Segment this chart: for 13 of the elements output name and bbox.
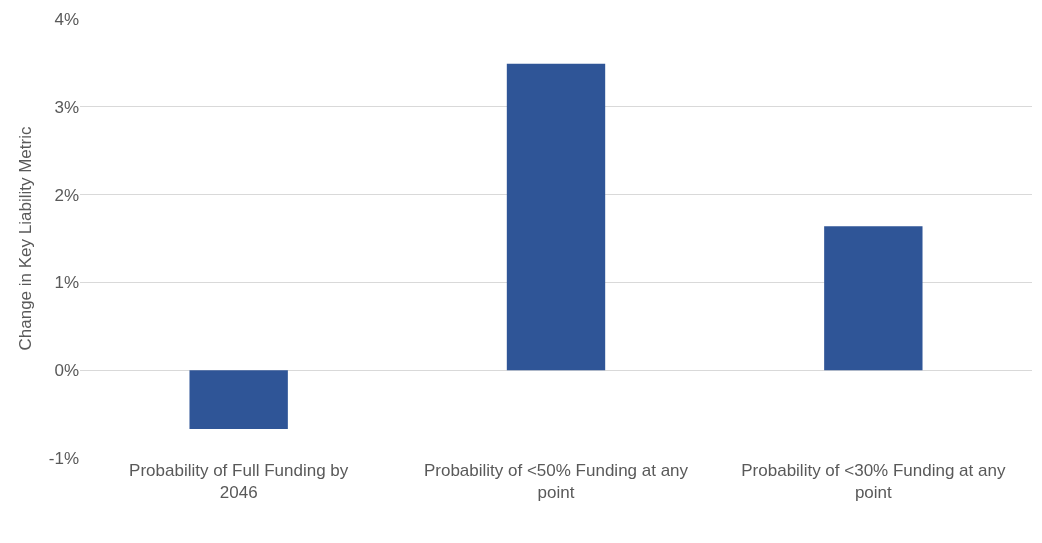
- x-tick-label: Probability of <30% Funding at any point: [741, 461, 1006, 503]
- y-tick-label: 2%: [54, 185, 79, 205]
- y-axis-title: Change in Key Liability Metric: [16, 126, 36, 351]
- y-tick-label: 3%: [54, 97, 79, 117]
- bar: [189, 370, 288, 430]
- y-tick-label: 1%: [54, 273, 79, 293]
- y-tick-label: -1%: [48, 448, 79, 468]
- y-tick-label: 0%: [54, 361, 79, 381]
- bar: [824, 226, 923, 371]
- x-tick-label: Probability of <50% Funding at any point: [423, 461, 689, 503]
- y-tick-label: 4%: [54, 9, 79, 29]
- bar: [506, 63, 606, 371]
- x-tick-label: Probability of Full Funding by 2046: [129, 461, 349, 503]
